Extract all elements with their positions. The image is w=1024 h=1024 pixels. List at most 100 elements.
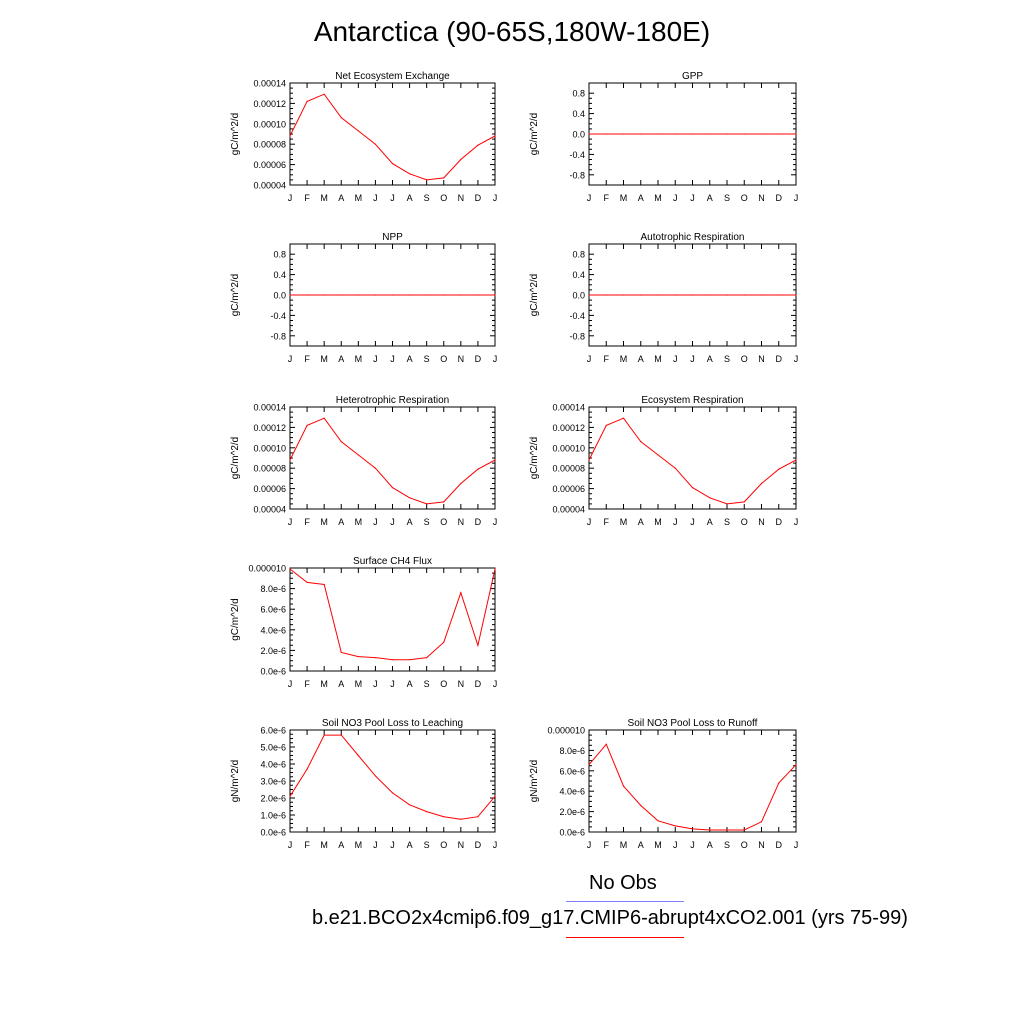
- x-tick-label: M: [355, 354, 363, 364]
- data-point: [357, 294, 359, 296]
- x-tick-label: J: [587, 193, 592, 203]
- x-tick-label: D: [776, 840, 783, 850]
- y-tick-label: 6.0e-6: [260, 605, 286, 615]
- data-point: [760, 294, 763, 296]
- series-line: [588, 417, 797, 505]
- y-tick-label: -0.4: [569, 150, 585, 160]
- x-tick-label: M: [620, 193, 628, 203]
- data-point: [460, 294, 462, 296]
- data-point: [426, 179, 428, 181]
- x-tick-label: J: [794, 517, 799, 527]
- x-tick-label: A: [338, 840, 344, 850]
- y-tick-label: 6.0e-6: [559, 766, 585, 776]
- x-tick-label: J: [493, 193, 498, 203]
- x-tick-label: A: [407, 354, 413, 364]
- data-point: [622, 785, 625, 787]
- data-point: [426, 294, 428, 296]
- y-tick-label: 0.00006: [253, 160, 286, 170]
- data-point: [588, 459, 590, 461]
- x-tick-label: J: [288, 193, 293, 203]
- data-point: [443, 816, 445, 818]
- data-point: [494, 795, 496, 797]
- plot-frame: [289, 567, 496, 672]
- data-point: [477, 294, 479, 296]
- y-tick-label: 0.00010: [253, 443, 286, 453]
- x-tick-label: M: [355, 679, 363, 689]
- data-point: [605, 424, 607, 426]
- y-tick-label: 0.00014: [253, 403, 286, 413]
- x-tick-label: J: [390, 354, 395, 364]
- y-tick-label: 0.0e-6: [260, 828, 286, 838]
- y-tick-label: 0.4: [273, 270, 286, 280]
- x-tick-label: D: [475, 840, 482, 850]
- y-tick-label: -0.4: [569, 311, 585, 321]
- x-tick-label: F: [304, 354, 310, 364]
- x-tick-label: M: [654, 193, 662, 203]
- y-tick-label: 0.0e-6: [260, 667, 286, 677]
- y-tick-label: 0.00004: [552, 505, 585, 515]
- data-point: [657, 454, 659, 456]
- x-tick-label: M: [320, 193, 328, 203]
- x-tick-label: D: [475, 679, 482, 689]
- x-tick-label: J: [373, 517, 378, 527]
- x-tick-label: J: [373, 840, 378, 850]
- panel-title: NPP: [382, 232, 403, 243]
- y-tick-label: 0.4: [572, 270, 585, 280]
- data-point: [691, 828, 694, 830]
- data-point: [289, 294, 291, 296]
- y-tick-label: 8.0e-6: [559, 746, 585, 756]
- data-point: [357, 754, 359, 757]
- data-point: [477, 468, 479, 470]
- x-tick-label: J: [373, 679, 378, 689]
- x-tick-label: D: [475, 517, 482, 527]
- x-tick-label: J: [690, 517, 695, 527]
- series-line: [289, 734, 496, 820]
- x-tick-label: M: [654, 840, 662, 850]
- x-tick-label: J: [587, 840, 592, 850]
- data-point: [374, 775, 377, 777]
- data-point: [691, 294, 694, 296]
- data-point: [588, 764, 590, 766]
- data-point: [306, 100, 308, 102]
- x-tick-label: F: [304, 679, 310, 689]
- data-point: [674, 294, 676, 296]
- data-point: [323, 734, 325, 736]
- series-line: [289, 417, 496, 505]
- x-tick-label: D: [475, 193, 482, 203]
- x-tick-label: M: [355, 840, 363, 850]
- x-tick-label: J: [673, 193, 678, 203]
- y-tick-label: 0.0e-6: [559, 828, 585, 838]
- y-tick-label: 0.000010: [248, 564, 286, 574]
- x-tick-label: D: [776, 517, 783, 527]
- data-point: [640, 294, 642, 296]
- y-tick-label: 0.00014: [253, 79, 286, 89]
- data-point: [622, 294, 625, 296]
- y-tick-label: 0.8: [273, 250, 286, 260]
- x-tick-label: J: [373, 193, 378, 203]
- y-tick-label: 0.00004: [253, 181, 286, 191]
- panel-title: GPP: [682, 71, 703, 82]
- y-axis-label: gC/m^2/d: [529, 437, 540, 480]
- x-tick-label: A: [338, 517, 344, 527]
- x-tick-label: A: [638, 354, 644, 364]
- x-tick-label: J: [493, 679, 498, 689]
- plot-frame: [588, 406, 797, 510]
- y-tick-label: 0.00008: [253, 464, 286, 474]
- data-point: [494, 568, 496, 570]
- data-point: [795, 133, 797, 135]
- x-tick-label: O: [440, 193, 447, 203]
- data-point: [605, 133, 607, 135]
- x-tick-label: F: [604, 517, 610, 527]
- x-tick-label: O: [440, 517, 447, 527]
- data-point: [426, 657, 428, 659]
- y-tick-label: 1.0e-6: [260, 811, 286, 821]
- x-tick-label: M: [320, 354, 328, 364]
- x-tick-label: J: [493, 354, 498, 364]
- x-tick-label: S: [724, 840, 730, 850]
- data-point: [426, 503, 428, 505]
- data-point: [691, 133, 694, 135]
